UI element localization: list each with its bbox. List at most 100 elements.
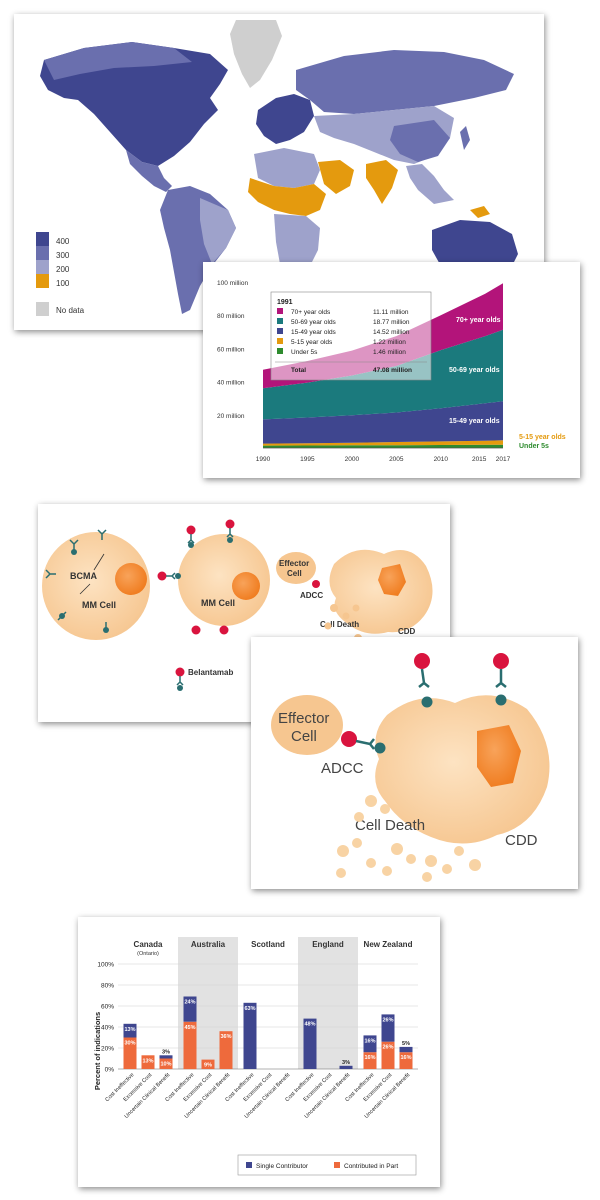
inset-row-label: 15-49 year olds: [291, 329, 337, 336]
bar-contributed-in-part: [399, 1052, 413, 1069]
label-5-15: 5-15 year olds: [519, 434, 566, 441]
map-legend: 400 300 200 100 No data: [36, 232, 85, 316]
label-under-5: Under 5s: [519, 443, 549, 450]
bar-single-value: 3%: [162, 1049, 170, 1055]
legend-label-no-data: No data: [56, 306, 85, 315]
bar-single-value: 5%: [402, 1041, 410, 1047]
bar-part-value: 10%: [160, 1062, 171, 1068]
bound-antibody-icon: [157, 519, 235, 635]
legend-swatch-100: [36, 274, 49, 288]
legend-label-part: Contributed in Part: [344, 1163, 398, 1170]
inset-year: 1991: [277, 299, 293, 306]
region-africa-sahel: [248, 178, 326, 216]
inset-rows: 70+ year olds 11.11 million 50-69 year old…: [277, 308, 410, 356]
region-russia: [296, 50, 514, 114]
legend-label-200: 200: [56, 265, 70, 274]
zoom-effector-label-1: Effector: [278, 710, 329, 727]
region-southeast-asia: [406, 164, 454, 204]
country-shading: [178, 937, 358, 1069]
cdd-label: CDD: [398, 627, 416, 636]
bar-single-value: 48%: [304, 1022, 315, 1028]
inset-swatch: [277, 308, 283, 314]
bar-single-value: 13%: [124, 1027, 135, 1033]
bar-single-contributor: [303, 1018, 317, 1069]
inset-box: [270, 291, 432, 381]
bar-chart-card: 0% 20% 40% 60% 80% 100% Canada (Ontario) Austra…: [78, 917, 440, 1187]
inset-swatch: [277, 318, 283, 324]
bar-contributed-in-part: [363, 1052, 377, 1069]
region-india: [366, 160, 398, 204]
bar-contributed-in-part: [123, 1037, 137, 1069]
region-png: [470, 206, 490, 218]
region-africa-north: [254, 148, 320, 188]
region-canada-north: [44, 42, 192, 80]
region-china: [390, 120, 450, 162]
y-tick-label: 20%: [101, 1046, 114, 1053]
y-tick-label: 100%: [97, 962, 114, 969]
zoom-nucleus: [477, 725, 521, 787]
zoom-effector-label-2: Cell: [291, 728, 317, 745]
zoom-adcc-label: ADCC: [321, 760, 364, 777]
label-50-69: 50-69 year olds: [449, 367, 500, 374]
mm-cell-2-label: MM Cell: [201, 598, 235, 608]
country-label: England: [312, 940, 344, 949]
y-tick-label: 0%: [105, 1067, 115, 1074]
cell-death-label: Cell Death: [320, 620, 359, 629]
x-tick-label: 2017: [496, 456, 511, 463]
bar-chart: 0% 20% 40% 60% 80% 100% Canada (Ontario) Austra…: [93, 937, 418, 1176]
x-tick-label: 2005: [389, 456, 404, 463]
bars: 30% 13% 13% 10% 3% 45% 24% 9% 36% 63% 48% 3% 16% 16% 2…: [123, 996, 413, 1070]
bar-single-contributor: [183, 996, 197, 1022]
country-label: Canada: [134, 940, 163, 949]
bar-single-value: 3%: [342, 1060, 350, 1066]
area-series-5-15-year-olds: [263, 440, 503, 446]
zoom-cdd-label: CDD: [505, 832, 538, 849]
y-tick-label: 60%: [101, 1004, 114, 1011]
country-sublabel: (Ontario): [137, 951, 159, 957]
legend-swatch-200: [36, 260, 49, 274]
bar-single-contributor: [123, 1023, 137, 1038]
inset-row-value: 18.77 million: [373, 319, 410, 326]
inset-swatch: [277, 328, 283, 334]
zoom-effector-cell: [271, 695, 343, 755]
world-map-card: 400 300 200 100 No data: [14, 14, 544, 330]
bar-part-value: 26%: [382, 1045, 393, 1051]
adcc-label: ADCC: [300, 591, 323, 600]
region-middle-east: [318, 160, 354, 194]
bar-part-value: 30%: [124, 1041, 135, 1047]
label-70-plus: 70+ year olds: [456, 317, 501, 324]
bar-single-contributor: [159, 1055, 173, 1059]
world-map: 400 300 200 100 No data: [36, 20, 532, 316]
bar-contributed-in-part: [219, 1031, 233, 1069]
legend-label-400: 400: [56, 237, 70, 246]
mm-cell-1-nucleus: [115, 563, 147, 595]
bar-contributed-in-part: [141, 1055, 155, 1069]
inset-row-value: 1.46 million: [373, 349, 406, 356]
bar-part-value: 36%: [220, 1034, 231, 1040]
arrow-icon: [93, 553, 105, 571]
bar-contributed-in-part: [381, 1041, 395, 1069]
legend-label-single: Single Contributor: [256, 1163, 309, 1170]
arrow-icon: [79, 583, 91, 595]
inset-row-label: 70+ year olds: [291, 309, 331, 316]
inset-row-value: 14.52 million: [373, 329, 410, 336]
x-tick-label: 1995: [300, 456, 315, 463]
y-tick-label: 20 million: [217, 413, 245, 420]
legend-swatch-single: [246, 1162, 252, 1168]
area-series-15-49-year-olds: [263, 401, 503, 444]
bar-single-contributor: [243, 1002, 257, 1069]
country-label: New Zealand: [364, 940, 413, 949]
inset-row-label: 50-69 year olds: [291, 319, 337, 326]
legend-swatch-300: [36, 246, 49, 260]
region-europe: [256, 94, 314, 144]
bar-single-contributor: [363, 1035, 377, 1053]
country-headers: Canada (Ontario) Australia Scotland England N…: [134, 940, 413, 957]
inset-row-label: 5-15 year olds: [291, 339, 333, 346]
legend-box: [237, 1154, 417, 1176]
bar-contributed-in-part: [201, 1059, 215, 1069]
effector-cell: [276, 552, 316, 584]
bar-contributed-in-part: [183, 1021, 197, 1070]
region-japan: [460, 126, 470, 150]
bar-single-value: 63%: [244, 1006, 255, 1012]
